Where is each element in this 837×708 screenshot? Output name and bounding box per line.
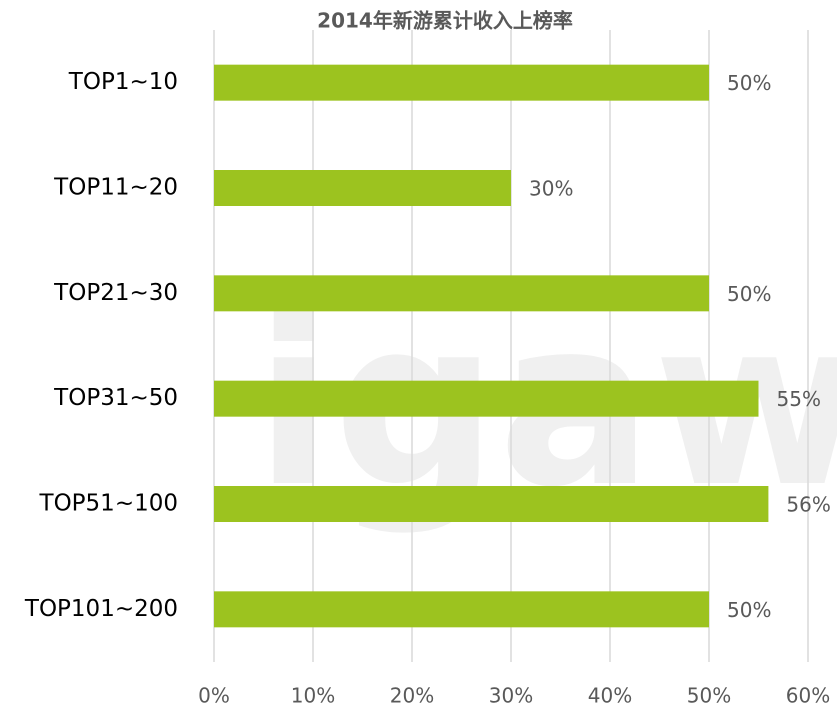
bar bbox=[214, 486, 769, 522]
bar bbox=[214, 64, 709, 101]
value-label: 50% bbox=[727, 71, 771, 95]
y-tick-label: TOP11~20 bbox=[53, 175, 178, 201]
chart-title: 2014年新游累计收入上榜率 bbox=[317, 9, 573, 33]
value-label: 56% bbox=[786, 493, 830, 517]
x-tick-label: 40% bbox=[588, 684, 632, 708]
x-tick-label: 60% bbox=[786, 684, 830, 708]
y-tick-label: TOP21~30 bbox=[53, 280, 178, 306]
y-tick-label: TOP51~100 bbox=[39, 491, 178, 517]
x-tick-label: 30% bbox=[489, 684, 533, 708]
bar bbox=[214, 380, 759, 417]
x-tick-label: 50% bbox=[687, 684, 731, 708]
value-label: 55% bbox=[777, 387, 821, 411]
x-tick-label: 20% bbox=[390, 684, 434, 708]
x-tick-label: 10% bbox=[291, 684, 335, 708]
x-tick-label: 0% bbox=[198, 684, 230, 708]
value-label: 50% bbox=[727, 282, 771, 306]
value-label: 30% bbox=[529, 177, 573, 201]
y-tick-label: TOP101~200 bbox=[24, 596, 178, 622]
value-label: 50% bbox=[727, 598, 771, 622]
bar bbox=[214, 170, 511, 206]
y-tick-label: TOP31~50 bbox=[53, 385, 178, 411]
bar bbox=[214, 275, 709, 312]
bar bbox=[214, 591, 709, 628]
y-tick-label: TOP1~10 bbox=[68, 69, 178, 95]
